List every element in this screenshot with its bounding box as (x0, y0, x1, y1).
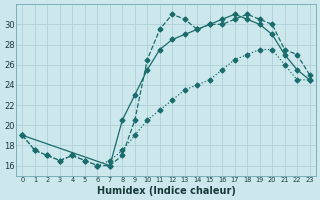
X-axis label: Humidex (Indice chaleur): Humidex (Indice chaleur) (97, 186, 236, 196)
